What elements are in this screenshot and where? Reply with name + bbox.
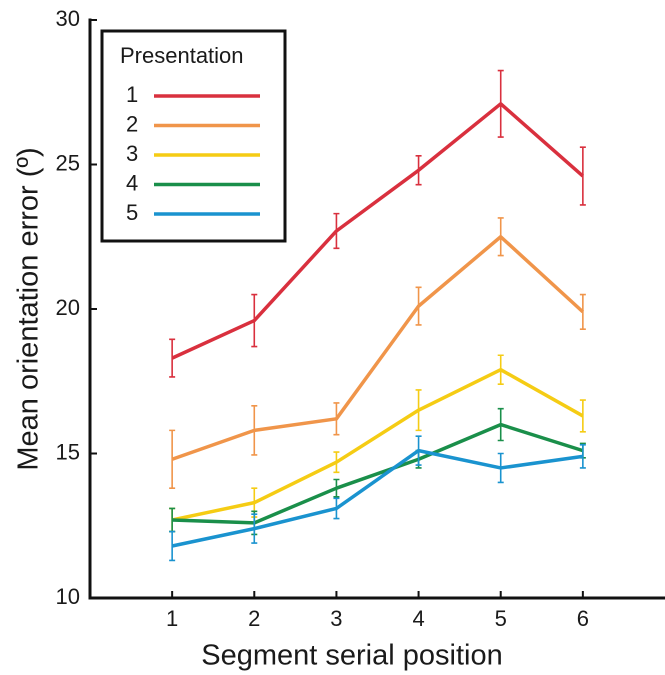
x-tick-label: 6 xyxy=(577,606,589,631)
error-bar xyxy=(579,444,586,469)
legend-label: 3 xyxy=(126,141,138,166)
error-bar xyxy=(579,146,586,206)
y-tick-label: 15 xyxy=(56,439,80,464)
error-bar xyxy=(333,451,340,474)
x-tick-label: 2 xyxy=(248,606,260,631)
error-bar xyxy=(579,399,586,433)
error-bar xyxy=(415,435,422,466)
legend-label: 1 xyxy=(126,82,138,107)
legend-label: 5 xyxy=(126,200,138,225)
error-bar xyxy=(251,293,258,348)
error-bar xyxy=(497,354,504,385)
y-tick-label: 25 xyxy=(56,150,80,175)
error-bar xyxy=(251,513,258,544)
legend-box xyxy=(100,29,287,243)
error-bar xyxy=(497,407,504,442)
y-tick-label: 20 xyxy=(56,295,80,320)
x-tick-label: 4 xyxy=(412,606,424,631)
legend-label: 2 xyxy=(126,111,138,136)
error-bar xyxy=(169,429,176,489)
series-line xyxy=(171,367,584,522)
error-bar xyxy=(333,478,340,498)
error-bar xyxy=(169,338,176,378)
error-bar xyxy=(415,286,422,326)
error-bar xyxy=(497,69,504,138)
error-bar xyxy=(333,212,340,250)
error-bar xyxy=(579,293,586,331)
x-tick-label: 5 xyxy=(495,606,507,631)
legend-title: Presentation xyxy=(120,43,244,68)
legend-label: 4 xyxy=(126,170,138,195)
series-line xyxy=(171,102,585,360)
error-bar xyxy=(169,530,176,562)
series-line xyxy=(171,448,584,548)
error-bar xyxy=(497,452,504,484)
error-bar xyxy=(333,497,340,520)
error-bar xyxy=(415,155,422,186)
error-bar xyxy=(415,389,422,432)
error-bar xyxy=(251,405,258,456)
y-tick-label: 30 xyxy=(56,6,80,31)
x-tick-label: 1 xyxy=(166,606,178,631)
series-line xyxy=(171,235,585,461)
series-line xyxy=(172,422,584,525)
y-tick-label: 10 xyxy=(56,584,80,609)
error-bar xyxy=(333,402,340,436)
y-axis-title: Mean orientation error (º) xyxy=(13,147,45,470)
x-tick-label: 3 xyxy=(330,606,342,631)
error-bar xyxy=(497,217,504,257)
x-axis-title: Segment serial position xyxy=(201,640,502,672)
